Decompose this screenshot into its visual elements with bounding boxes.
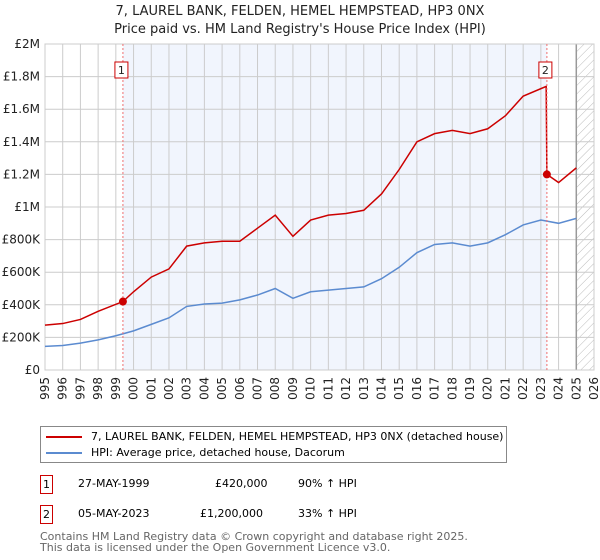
- x-tick-label: 2023: [534, 377, 548, 400]
- sale-badge: 2: [40, 505, 53, 524]
- x-tick-label: 2019: [463, 377, 477, 400]
- x-tick-label: 2006: [233, 377, 247, 400]
- plot-area: £0 £200K £400K £600K £800K £1M £1.2M £1.4M £1.6M…: [2, 37, 600, 400]
- y-tick-label: £1.8M: [3, 70, 40, 84]
- y-tick-label: £600K: [2, 265, 42, 279]
- x-tick-label: 2017: [428, 377, 442, 400]
- legend-label-hpi: HPI: Average price, detached house, Daco…: [91, 446, 345, 459]
- x-tick-label: 2026: [587, 377, 600, 400]
- sale-date: 27-MAY-1999: [78, 477, 150, 490]
- legend: 7, LAUREL BANK, FELDEN, HEMEL HEMPSTEAD,…: [40, 426, 507, 463]
- sale-label-box: [538, 61, 553, 79]
- x-tick-label: 2020: [481, 377, 495, 400]
- x-tick-label: 2022: [516, 377, 530, 400]
- sale-hpi: 90% ↑ HPI: [298, 477, 357, 490]
- y-tick-label: £400K: [2, 298, 42, 312]
- plot-border: [44, 43, 595, 371]
- y-tick-label: £200K: [2, 330, 42, 344]
- chart-title: 7, LAUREL BANK, FELDEN, HEMEL HEMPSTEAD,…: [115, 4, 485, 19]
- y-tick-label: £1M: [14, 200, 40, 214]
- sale-date: 05-MAY-2023: [78, 507, 150, 520]
- x-tick-label: 2016: [410, 377, 424, 400]
- x-tick-label: 2001: [144, 377, 158, 400]
- x-tick-label: 2013: [357, 377, 371, 400]
- y-tick-label: £0: [25, 363, 40, 377]
- y-tick-label: £1.6M: [3, 102, 40, 116]
- legend-swatch-property: [46, 435, 82, 438]
- sale-point: [118, 297, 127, 306]
- footer-copyright: Contains HM Land Registry data © Crown c…: [40, 530, 468, 543]
- legend-label-property: 7, LAUREL BANK, FELDEN, HEMEL HEMPSTEAD,…: [91, 430, 504, 443]
- x-tick-label: 2009: [286, 377, 300, 400]
- x-tick-label: 1997: [73, 377, 87, 400]
- x-tick-label: 2011: [321, 377, 335, 400]
- x-tick-label: 2024: [552, 377, 566, 400]
- y-tick-label: £2M: [14, 37, 40, 51]
- x-tick-label: 2010: [304, 377, 318, 400]
- sale-price: £1,200,000: [200, 507, 263, 520]
- x-tick-label: 1999: [109, 377, 123, 400]
- legend-swatch-hpi: [46, 451, 82, 454]
- x-tick-label: 2012: [339, 377, 353, 400]
- sale-hpi: 33% ↑ HPI: [298, 507, 357, 520]
- x-tick-label: 2008: [268, 377, 282, 400]
- x-tick-label: 2004: [197, 377, 211, 400]
- sale-label: 1: [118, 64, 125, 77]
- y-tick-label: £1.2M: [3, 167, 40, 181]
- chart-subtitle: Price paid vs. HM Land Registry's House …: [114, 22, 486, 37]
- x-tick-label: 2005: [215, 377, 229, 400]
- x-tick-label: 2014: [374, 377, 388, 400]
- x-tick-label: 1996: [56, 377, 70, 400]
- hpi-line: [44, 217, 577, 348]
- sale-badge: 1: [40, 475, 53, 494]
- x-tick-label: 2000: [127, 377, 141, 400]
- sale-price: £420,000: [215, 477, 268, 490]
- x-tick-label: 2018: [445, 377, 459, 400]
- y-tick-label: £800K: [2, 233, 42, 247]
- x-tick-label: 1995: [38, 377, 52, 400]
- x-tick-label: 2015: [392, 377, 406, 400]
- x-tick-label: 2025: [569, 377, 583, 400]
- x-tick-label: 1998: [91, 377, 105, 400]
- y-tick-label: £1.4M: [3, 135, 40, 149]
- x-tick-label: 2007: [251, 377, 265, 400]
- sale-label-box: [114, 61, 129, 79]
- x-tick-label: 2003: [180, 377, 194, 400]
- x-tick-label: 2021: [498, 377, 512, 400]
- sale-point: [542, 170, 551, 179]
- x-tick-label: 2002: [162, 377, 176, 400]
- sale-label: 2: [542, 64, 549, 77]
- property-price-line: [44, 85, 577, 326]
- footer-licence: This data is licensed under the Open Gov…: [40, 541, 391, 554]
